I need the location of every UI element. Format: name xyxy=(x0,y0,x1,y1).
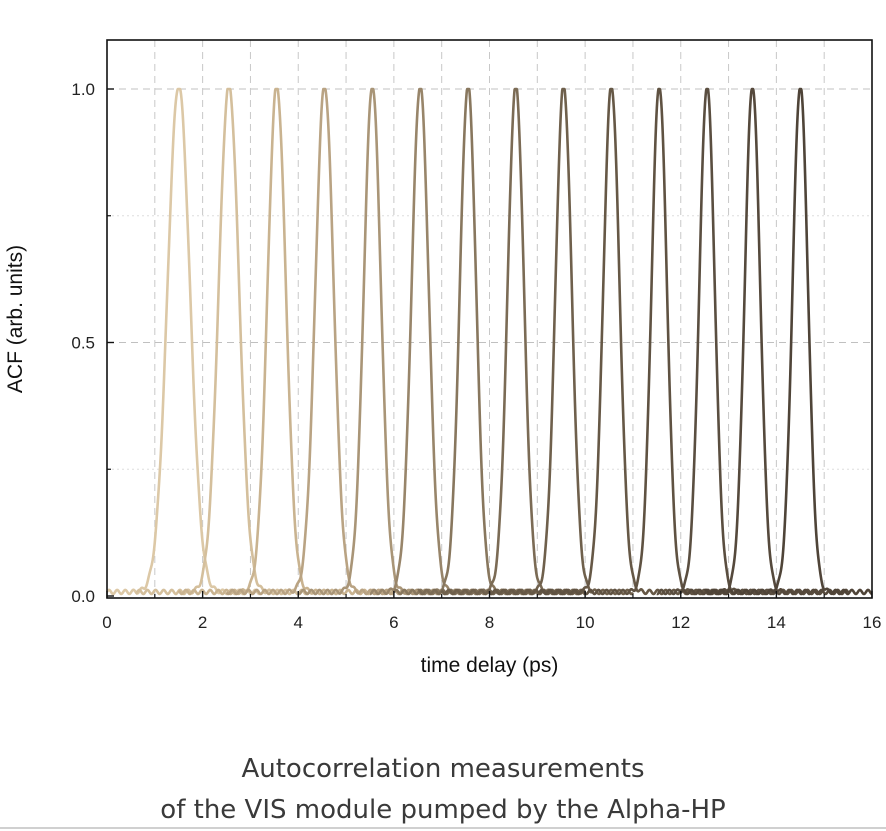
y-tick-label: 1.0 xyxy=(71,80,95,99)
x-tick-label: 0 xyxy=(102,613,111,632)
x-tick-label: 16 xyxy=(863,613,882,632)
series-lines xyxy=(105,87,874,596)
x-tick-label: 14 xyxy=(767,613,786,632)
series-line-14 xyxy=(703,87,874,596)
x-tick-label: 6 xyxy=(389,613,398,632)
y-axis-title: ACF (arb. units) xyxy=(4,245,27,393)
y-tick-label: 0.5 xyxy=(71,334,95,353)
grid-lines xyxy=(107,40,872,598)
autocorrelation-chart: 0 2 4 6 8 10 12 14 16 0.0 0.5 1.0 time delay (ps) A… xyxy=(4,39,881,677)
series-line-1 xyxy=(105,87,262,596)
x-tick-label: 10 xyxy=(576,613,595,632)
x-tick-label: 12 xyxy=(671,613,690,632)
axis-ticks: 0 2 4 6 8 10 12 14 16 0.0 0.5 1.0 xyxy=(71,80,881,632)
x-tick-label: 8 xyxy=(485,613,494,632)
series-line-13 xyxy=(679,87,850,596)
caption-line-1: Autocorrelation measurements xyxy=(241,754,645,784)
series-line-12 xyxy=(655,87,826,596)
x-axis-title: time delay (ps) xyxy=(421,654,559,677)
bottom-divider xyxy=(0,827,886,829)
y-tick-label: 0.0 xyxy=(71,587,95,606)
x-tick-label: 2 xyxy=(198,613,207,632)
x-tick-label: 4 xyxy=(294,613,303,632)
caption-line-2: of the VIS module pumped by the Alpha-HP xyxy=(160,795,726,825)
